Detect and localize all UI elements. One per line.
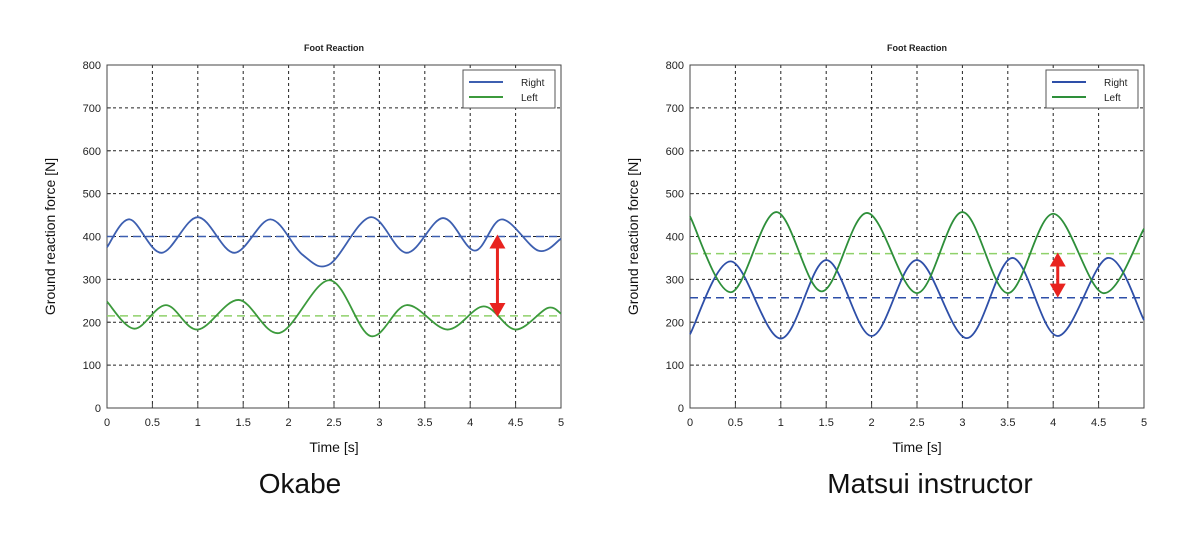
x-tick-label: 1 [778,417,784,429]
x-tick-label: 1.5 [819,417,834,429]
chart-matsui: Foot Reaction 0 0.5 1 1.5 2 2.5 3 3.5 4 4.5 5 0 100 20… [625,43,1147,455]
x-tick-label: 0 [687,417,693,429]
chart-panel-okabe: Foot Reaction 0 0.5 1 1.5 2 2.5 3 3.5 4 4.5 5 0 100 20… [42,43,564,499]
arrow-head-down [1049,283,1066,298]
x-tick-label: 3 [376,417,382,429]
double-arrow-annotation [1049,252,1066,298]
y-tick-label: 400 [83,232,101,244]
x-tick-label: 2.5 [909,417,924,429]
legend-label: Right [1104,78,1128,89]
legend: Right Left [1045,69,1139,109]
y-tick-label: 300 [83,274,101,286]
chart-okabe: Foot Reaction 0 0.5 1 1.5 2 2.5 3 3.5 4 4.5 5 0 100 20… [42,43,564,455]
legend-box [1045,69,1139,109]
y-tick-label: 800 [666,60,684,72]
chart-panel-matsui: Foot Reaction 0 0.5 1 1.5 2 2.5 3 3.5 4 4.5 5 0 100 20… [600,0,1200,544]
x-tick-label: 3.5 [417,417,432,429]
x-tick-label: 3.5 [1000,417,1015,429]
y-tick-label: 600 [666,146,684,158]
x-tick-label: 2.5 [326,417,341,429]
x-tick-label: 5 [558,417,564,429]
legend-label: Left [1104,93,1121,104]
y-axis-label: Ground reaction force [N] [42,158,58,315]
y-tick-label: 500 [666,189,684,201]
chart-caption: Matsui instructor [827,468,1033,499]
y-tick-label: 300 [666,274,684,286]
y-tick-label: 200 [666,317,684,329]
x-tick-label: 0.5 [728,417,743,429]
grid [690,65,1144,408]
y-tick-label: 100 [83,360,101,372]
x-tick-label: 5 [1141,417,1147,429]
y-tick-label: 600 [83,146,101,158]
x-axis-label: Time [s] [309,439,358,455]
x-tick-label: 2 [286,417,292,429]
y-tick-label: 100 [666,360,684,372]
x-tick-label: 4 [1050,417,1056,429]
x-tick-label: 3 [959,417,965,429]
legend-box [462,69,556,109]
arrow-head-down [489,302,506,317]
legend-label: Right [521,78,545,89]
x-tick-label: 0.5 [145,417,160,429]
series-line-right [106,216,562,268]
series-line-left [689,211,1145,294]
x-tick-label: 2 [869,417,875,429]
y-tick-label: 200 [83,317,101,329]
y-tick-label: 500 [83,189,101,201]
chart-caption: Okabe [258,468,342,499]
x-tick-label: 0 [104,417,110,429]
y-tick-label: 800 [83,60,101,72]
y-axis-label: Ground reaction force [N] [625,158,641,315]
series-line-right [689,257,1145,340]
chart-title: Foot Reaction [304,43,364,53]
y-tick-label: 700 [666,103,684,115]
y-tick-label: 0 [95,403,101,415]
x-axis-label: Time [s] [892,439,941,455]
legend-label: Left [521,93,538,104]
chart-title: Foot Reaction [887,43,947,53]
x-tick-label: 1.5 [236,417,251,429]
y-tick-label: 700 [83,103,101,115]
double-arrow-annotation [489,234,506,317]
series-line-left [106,279,562,337]
legend: Right Left [462,69,556,109]
x-tick-label: 4 [467,417,473,429]
x-tick-label: 4.5 [1091,417,1106,429]
y-tick-label: 0 [678,403,684,415]
arrow-head-up [489,234,506,249]
arrow-head-up [1049,252,1066,267]
x-tick-label: 4.5 [508,417,523,429]
y-tick-label: 400 [666,232,684,244]
x-tick-label: 1 [195,417,201,429]
